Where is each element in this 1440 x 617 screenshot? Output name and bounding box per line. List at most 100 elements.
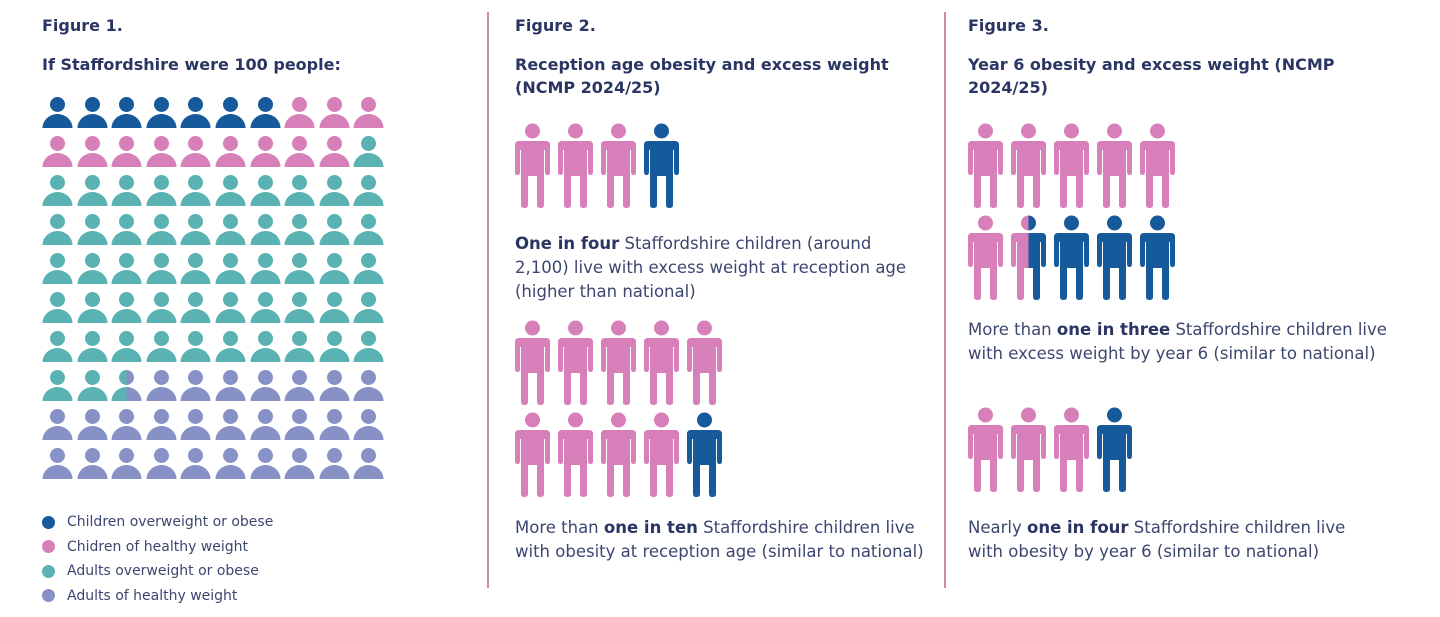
person-icon-children-overweight <box>215 97 246 128</box>
person-icon-adults-overweight <box>319 253 350 284</box>
person-icon-adults-overweight <box>250 214 281 245</box>
person-icon-adults-healthy <box>180 448 211 479</box>
person-icon-children-overweight <box>180 97 211 128</box>
person-icon-adults-overweight <box>42 175 73 206</box>
person-icon-adults-healthy <box>77 448 108 479</box>
child-icon-healthy <box>1054 123 1089 208</box>
child-icon-healthy <box>687 320 722 405</box>
people-grid <box>42 97 387 487</box>
person-icon-children-healthy <box>215 136 246 167</box>
person-icon-adults-overweight <box>284 175 315 206</box>
person-icon-adults-overweight <box>146 292 177 323</box>
legend-item-children-overweight: Children overweight or obese <box>42 510 273 535</box>
person-icon-children-overweight <box>77 97 108 128</box>
child-icon-partial <box>1011 215 1046 300</box>
person-icon-adults-overweight <box>77 214 108 245</box>
figure-2-title: Reception age obesity and excess weight … <box>515 55 889 97</box>
person-icon-adults-overweight <box>42 253 73 284</box>
person-icon-adults-healthy <box>111 409 142 440</box>
person-icon-adults-overweight <box>77 331 108 362</box>
person-icon-adults-overweight <box>353 253 384 284</box>
person-icon-adults-overweight <box>42 214 73 245</box>
person-icon-adults-overweight <box>353 331 384 362</box>
figure-2-label: Figure 2. <box>515 16 596 35</box>
person-icon-adults-healthy <box>284 448 315 479</box>
child-icon-healthy <box>558 412 593 497</box>
person-icon-adults-overweight <box>250 253 281 284</box>
person-icon-adults-overweight <box>284 331 315 362</box>
person-icon-children-healthy <box>146 136 177 167</box>
person-icon-adults-overweight <box>353 136 384 167</box>
child-icon-healthy <box>968 215 1003 300</box>
figure-1-label: Figure 1. <box>42 16 123 35</box>
legend-label: Chidren of healthy weight <box>67 538 249 555</box>
person-icon-adults-overweight <box>215 292 246 323</box>
child-icon-excess-weight <box>1054 215 1089 300</box>
person-icon-adults-overweight <box>77 292 108 323</box>
person-icon-adults-overweight <box>146 175 177 206</box>
person-icon-children-overweight <box>146 97 177 128</box>
person-icon-adults-overweight <box>180 214 211 245</box>
child-icon-excess-weight <box>1097 407 1132 492</box>
person-icon-children-healthy <box>319 136 350 167</box>
child-icon-healthy <box>601 123 636 208</box>
child-icon-healthy <box>644 412 679 497</box>
person-icon-adults-overweight <box>42 331 73 362</box>
person-icon-adults-overweight <box>146 214 177 245</box>
person-icon-adults-healthy <box>319 448 350 479</box>
person-icon-adults-healthy <box>111 448 142 479</box>
figure-3-title: Year 6 obesity and excess weight (NCMP 2… <box>968 55 1335 97</box>
person-icon-adults-overweight <box>180 292 211 323</box>
legend-dot-icon <box>42 564 55 578</box>
child-icon-healthy <box>601 320 636 405</box>
person-icon-adults-overweight <box>215 253 246 284</box>
person-icon-adults-overweight <box>42 370 73 401</box>
figure-1-title: If Staffordshire were 100 people: <box>42 55 341 74</box>
legend-item-adults-healthy: Adults of healthy weight <box>42 584 273 609</box>
person-icon-adults-healthy <box>250 448 281 479</box>
person-icon-adults-overweight <box>215 214 246 245</box>
person-icon-adults-overweight <box>319 214 350 245</box>
person-icon-children-overweight <box>42 97 73 128</box>
child-icon-healthy <box>515 412 550 497</box>
child-icon-excess-weight <box>644 123 679 208</box>
person-icon-adults-overweight <box>319 292 350 323</box>
person-icon-adults-overweight <box>353 214 384 245</box>
figure-3-group-1-text: More than one in three Staffordshire chi… <box>968 320 1387 363</box>
person-icon-adults-healthy <box>284 409 315 440</box>
person-icon-adults-overweight <box>180 331 211 362</box>
person-icon-children-healthy <box>180 136 211 167</box>
person-icon-adults-healthy <box>353 448 384 479</box>
child-icon-healthy <box>968 407 1003 492</box>
person-icon-adults-overweight <box>353 175 384 206</box>
person-icon-adults-overweight <box>284 214 315 245</box>
person-icon-adults-overweight <box>215 331 246 362</box>
person-icon-adults-overweight <box>284 292 315 323</box>
child-icon-excess-weight <box>1140 215 1175 300</box>
person-icon-adults-overweight <box>284 253 315 284</box>
person-icon-adults-overweight <box>77 253 108 284</box>
person-icon-adults-overweight <box>319 175 350 206</box>
person-icon-adults-healthy <box>284 370 315 401</box>
person-icon-adults-overweight <box>111 292 142 323</box>
person-icon-adults-overweight <box>250 292 281 323</box>
legend: Children overweight or obese Chidren of … <box>42 510 273 608</box>
child-icon-healthy <box>1140 123 1175 208</box>
person-icon-adults-healthy <box>77 409 108 440</box>
divider <box>487 12 489 588</box>
person-icon-children-healthy <box>284 97 315 128</box>
person-icon-adults-healthy <box>215 409 246 440</box>
legend-dot-icon <box>42 515 55 529</box>
child-icon-healthy <box>558 320 593 405</box>
person-icon-adults-overweight <box>319 331 350 362</box>
child-icon-healthy <box>515 123 550 208</box>
legend-item-adults-overweight: Adults overweight or obese <box>42 559 273 584</box>
person-icon-adults-healthy <box>353 370 384 401</box>
person-icon-adults-overweight <box>111 175 142 206</box>
child-icon-excess-weight <box>1097 215 1132 300</box>
child-icon-healthy <box>644 320 679 405</box>
person-icon-adults-overweight <box>180 175 211 206</box>
person-icon-adults-healthy <box>215 448 246 479</box>
person-icon-children-healthy <box>111 136 142 167</box>
person-icon-children-healthy <box>42 136 73 167</box>
